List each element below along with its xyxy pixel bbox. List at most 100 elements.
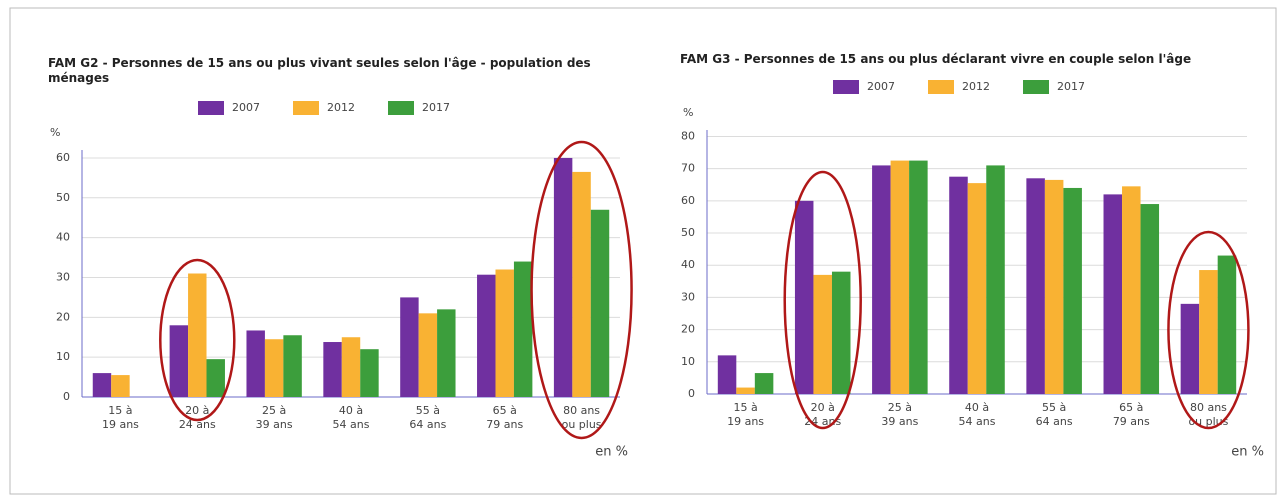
y-tick-label: 30 bbox=[681, 290, 695, 303]
legend-swatch bbox=[388, 101, 414, 115]
bar bbox=[323, 342, 342, 397]
x-tick-line: 55 à bbox=[416, 404, 440, 417]
x-tick-line: 40 à bbox=[339, 404, 363, 417]
bar bbox=[986, 165, 1005, 394]
x-tick-line: 79 ans bbox=[486, 418, 523, 431]
bar bbox=[1063, 187, 1082, 394]
y-tick-label: 0 bbox=[688, 387, 695, 400]
highlight-ellipse bbox=[783, 170, 862, 430]
x-tick-line: 40 à bbox=[965, 401, 989, 414]
x-tick-line: ou plus bbox=[562, 418, 602, 431]
legend-swatch bbox=[198, 101, 224, 115]
bar bbox=[513, 261, 533, 397]
bar bbox=[949, 176, 968, 394]
x-tick-line: 64 ans bbox=[1036, 415, 1073, 428]
x-tick-line: 39 ans bbox=[256, 418, 293, 431]
highlight-ellipse bbox=[530, 140, 633, 440]
x-tick-line: 20 à bbox=[811, 401, 835, 414]
x-tick-line: 80 ans bbox=[1190, 401, 1227, 414]
bar bbox=[736, 387, 755, 394]
x-tick-label: 40 à 54 ans bbox=[333, 404, 370, 431]
bar bbox=[1199, 270, 1218, 394]
y-tick-label: 50 bbox=[681, 226, 695, 239]
x-tick-line: 54 ans bbox=[959, 415, 996, 428]
bar bbox=[1026, 178, 1045, 394]
bar bbox=[1217, 255, 1237, 394]
bar bbox=[341, 337, 361, 397]
bar bbox=[813, 274, 832, 394]
bar bbox=[794, 200, 814, 394]
y-tick-label: 20 bbox=[681, 323, 695, 336]
frame bbox=[9, 7, 1277, 495]
bar bbox=[1103, 194, 1123, 394]
y-tick-label: 70 bbox=[681, 162, 695, 175]
legend-label: 2017 bbox=[1057, 80, 1085, 93]
legend-swatch bbox=[928, 80, 954, 94]
y-tick-label: 10 bbox=[56, 350, 70, 363]
note: en % bbox=[1231, 445, 1264, 460]
x-tick-line: 65 à bbox=[1119, 401, 1143, 414]
y-tick-label: 60 bbox=[681, 194, 695, 207]
bar bbox=[1044, 179, 1064, 394]
highlight-ellipse bbox=[159, 258, 236, 422]
bar bbox=[754, 373, 774, 394]
x-tick-line: 54 ans bbox=[333, 418, 370, 431]
x-tick-line: 15 à bbox=[108, 404, 132, 417]
y-tick-label: 50 bbox=[56, 191, 70, 204]
bar bbox=[590, 209, 610, 397]
y-tick-label: 30 bbox=[56, 270, 70, 283]
y-tick-label: 20 bbox=[56, 310, 70, 323]
x-tick-line: 25 à bbox=[888, 401, 912, 414]
bar bbox=[872, 165, 891, 394]
legend-label: 2017 bbox=[422, 101, 450, 114]
x-tick-line: 25 à bbox=[262, 404, 286, 417]
x-tick-line: 39 ans bbox=[881, 415, 918, 428]
bar bbox=[437, 309, 456, 397]
legend-label: 2012 bbox=[327, 101, 355, 114]
bar bbox=[553, 157, 573, 397]
note: en % bbox=[595, 445, 628, 460]
y-tick-label: 60 bbox=[56, 151, 70, 164]
bar bbox=[1122, 186, 1141, 394]
bar bbox=[967, 183, 987, 394]
y-tick-label: 10 bbox=[681, 355, 695, 368]
bar bbox=[495, 269, 514, 397]
chart-title: FAM G2 - Personnes de 15 ans ou plus viv… bbox=[48, 56, 591, 85]
x-tick-line: 15 à bbox=[733, 401, 757, 414]
x-tick-label: 15 à 19 ans bbox=[727, 401, 764, 428]
bar bbox=[111, 375, 130, 397]
bar bbox=[92, 373, 112, 397]
bar bbox=[717, 355, 737, 394]
x-tick-line: 19 ans bbox=[727, 415, 764, 428]
y-tick-label: 80 bbox=[681, 129, 695, 142]
legend-label: 2007 bbox=[232, 101, 260, 114]
legend-label: 2012 bbox=[962, 80, 990, 93]
x-tick-label: 20 à 24 ans bbox=[179, 404, 216, 431]
x-tick-line: 19 ans bbox=[102, 418, 139, 431]
bar bbox=[246, 330, 265, 397]
legend-swatch bbox=[293, 101, 319, 115]
y-tick-label: 40 bbox=[56, 231, 70, 244]
bar bbox=[206, 359, 225, 397]
x-tick-label: 80 ans ou plus bbox=[1188, 401, 1228, 428]
highlight-ellipse bbox=[1167, 230, 1250, 430]
bar bbox=[283, 335, 302, 397]
y-tick-label: 40 bbox=[681, 258, 695, 271]
bar bbox=[360, 349, 379, 397]
x-tick-label: 15 à 19 ans bbox=[102, 404, 139, 431]
legend-label: 2007 bbox=[867, 80, 895, 93]
bar bbox=[418, 313, 438, 397]
bar bbox=[264, 339, 284, 397]
x-tick-line: 20 à bbox=[185, 404, 209, 417]
bar bbox=[400, 297, 419, 397]
x-tick-line: 80 ans bbox=[563, 404, 600, 417]
bar bbox=[1140, 204, 1160, 394]
bar bbox=[890, 160, 910, 394]
bar bbox=[169, 325, 189, 397]
legend-swatch bbox=[1023, 80, 1049, 94]
x-tick-label: 80 ans ou plus bbox=[562, 404, 602, 431]
x-tick-label: 55 à 64 ans bbox=[1036, 401, 1073, 428]
legend-swatch bbox=[833, 80, 859, 94]
x-tick-label: 65 à 79 ans bbox=[1113, 401, 1150, 428]
